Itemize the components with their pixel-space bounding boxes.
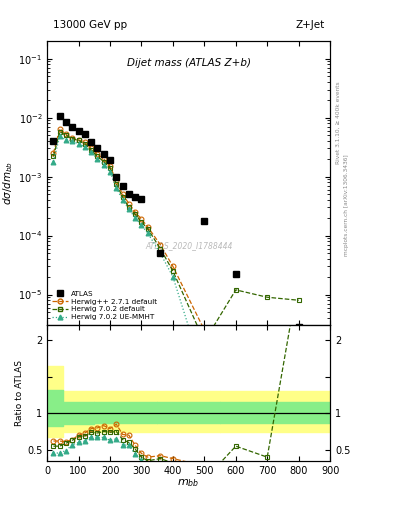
Legend: ATLAS, Herwig++ 2.7.1 default, Herwig 7.0.2 default, Herwig 7.0.2 UE-MMHT: ATLAS, Herwig++ 2.7.1 default, Herwig 7.… [51, 289, 158, 322]
X-axis label: $m_{bb}$: $m_{bb}$ [178, 477, 200, 489]
Text: Rivet 3.1.10, ≥ 400k events: Rivet 3.1.10, ≥ 400k events [336, 81, 341, 164]
Text: Z+Jet: Z+Jet [295, 19, 325, 30]
Text: Dijet mass (ATLAS Z+b): Dijet mass (ATLAS Z+b) [127, 58, 251, 68]
Text: 13000 GeV pp: 13000 GeV pp [53, 19, 127, 30]
Y-axis label: $d\sigma/dm_{bb}$: $d\sigma/dm_{bb}$ [2, 161, 15, 205]
Y-axis label: Ratio to ATLAS: Ratio to ATLAS [15, 360, 24, 426]
Text: ATLAS_2020_I1788444: ATLAS_2020_I1788444 [145, 241, 232, 250]
Text: mcplots.cern.ch [arXiv:1306.3436]: mcplots.cern.ch [arXiv:1306.3436] [344, 154, 349, 255]
